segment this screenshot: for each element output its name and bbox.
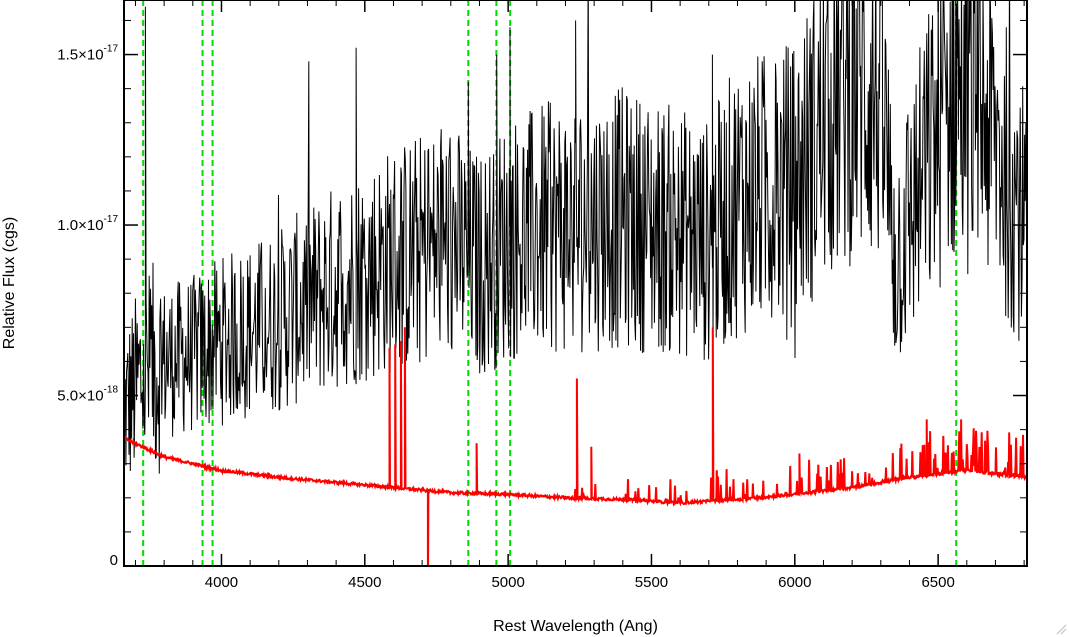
plot-area (124, 0, 1027, 566)
y-tick-label: 5.0×10-18 (57, 385, 118, 405)
x-tick-label: 6000 (778, 574, 811, 591)
x-tick-label: 5000 (491, 574, 524, 591)
flux-series-line (124, 0, 1027, 474)
x-tick-label: 5500 (635, 574, 668, 591)
y-tick-label: 1.5×10-17 (57, 44, 118, 64)
y-axis: 0 5.0×10-18 1.0×10-17 1.5×10-17 (57, 19, 1027, 569)
y-tick-label: 0 (110, 552, 118, 569)
x-tick-label: 4000 (205, 574, 238, 591)
resize-grip-icon[interactable] (1055, 623, 1067, 635)
x-tick-label: 6500 (921, 574, 954, 591)
error-series-line (124, 327, 1027, 566)
y-axis-title: Relative Flux (cgs) (1, 217, 18, 349)
x-tick-label: 4500 (348, 574, 381, 591)
x-axis: 4000 4500 5000 5500 6000 6500 (134, 0, 1025, 591)
x-axis-title: Rest Wavelength (Ang) (493, 618, 658, 635)
plot-frame (123, 0, 1028, 567)
y-tick-label: 1.0×10-17 (57, 214, 118, 234)
